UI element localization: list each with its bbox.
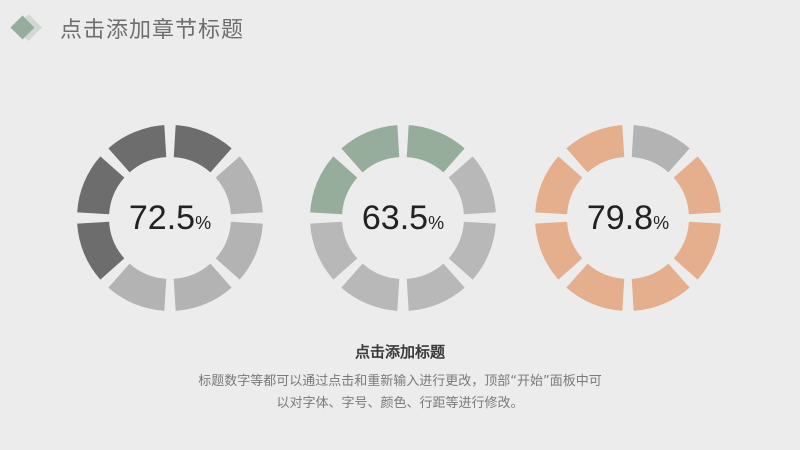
ring-segment	[341, 263, 400, 311]
section-title[interactable]: 点击添加章节标题	[60, 18, 245, 43]
ring-segment	[215, 221, 263, 280]
caption-title[interactable]: 点击添加标题	[354, 343, 445, 361]
ring-chart-3: 79.8%	[535, 125, 721, 311]
ring-segment	[448, 156, 496, 215]
ring-segment	[566, 125, 625, 173]
ring-segment	[673, 221, 721, 280]
ring-segment	[310, 156, 358, 215]
value-number: 79.8	[586, 198, 654, 237]
ring-chart-2: 63.5%	[310, 125, 496, 311]
ring-chart-1-value[interactable]: 72.5%	[77, 125, 263, 311]
ring-chart-3-value[interactable]: 79.8%	[535, 125, 721, 311]
ring-segment	[631, 125, 690, 173]
ring-segment	[77, 156, 125, 215]
ring-chart-1: 72.5%	[77, 125, 263, 311]
percent-sign: %	[195, 212, 212, 233]
percent-sign: %	[653, 212, 670, 233]
caption-line-2[interactable]: 以对字体、字号、颜色、行距等进行修改。	[276, 396, 524, 411]
value-number: 63.5	[361, 198, 429, 237]
ring-segment	[535, 221, 583, 280]
caption-line-1[interactable]: 标题数字等都可以通过点击和重新输入进行更改，顶部“开始”面板中可	[198, 374, 602, 389]
ring-segment	[310, 221, 358, 280]
ring-segment	[341, 125, 400, 173]
ring-segment	[77, 221, 125, 280]
ring-segment	[215, 156, 263, 215]
ring-segment	[173, 125, 232, 173]
ring-chart-2-value[interactable]: 63.5%	[310, 125, 496, 311]
ring-segment	[673, 156, 721, 215]
ring-segment	[406, 263, 465, 311]
diamond-icon	[10, 13, 42, 43]
value-number: 72.5	[128, 198, 196, 237]
ring-segment	[448, 221, 496, 280]
ring-segment	[173, 263, 232, 311]
ring-segment	[108, 125, 167, 173]
ring-segment	[566, 263, 625, 311]
ring-segment	[406, 125, 465, 173]
percent-sign: %	[428, 212, 445, 233]
ring-segment	[535, 156, 583, 215]
section-header: 点击添加章节标题	[10, 10, 245, 46]
ring-segment	[108, 263, 167, 311]
ring-segment	[631, 263, 690, 311]
